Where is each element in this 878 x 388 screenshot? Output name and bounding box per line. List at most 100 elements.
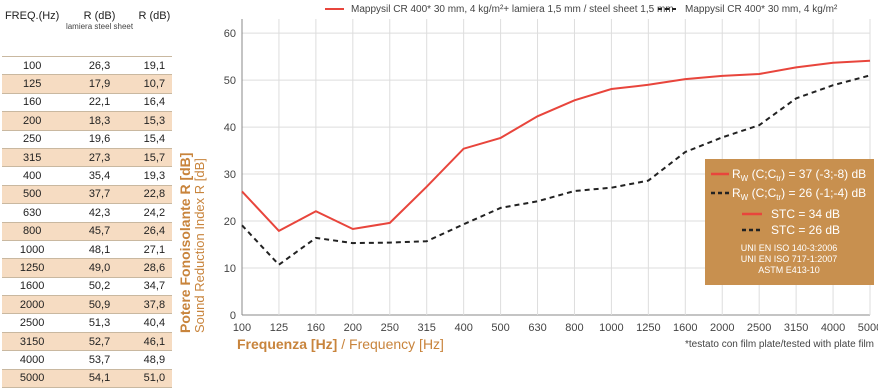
- table-cell-r: 46,1: [136, 331, 172, 351]
- x-tick-label: 4000: [821, 322, 845, 334]
- table-cell-r: 15,4: [136, 129, 172, 149]
- x-axis-title-sep: /: [337, 336, 350, 352]
- table-cell-r-steel: 22,1: [62, 92, 137, 112]
- table-cell-r-steel: 50,2: [62, 276, 137, 296]
- table-cell-r-steel: 48,1: [62, 239, 137, 259]
- info-box-bg: [705, 159, 874, 285]
- table-cell-r-steel: 52,7: [62, 331, 137, 351]
- x-axis-title: Frequenza [Hz] / Frequency [Hz]: [237, 336, 444, 352]
- table-row: 5000 54,1 51,0: [2, 368, 172, 388]
- table-cell-r: 37,8: [136, 295, 172, 314]
- x-tick-label: 5000: [858, 322, 878, 334]
- table-cell-r-steel: 19,6: [62, 129, 137, 149]
- table-cell-r-steel: 51,3: [62, 313, 137, 333]
- table-cell-r-steel: 50,9: [62, 295, 137, 314]
- legend: Mappysil CR 400* 30 mm, 4 kg/m²+ lamiera…: [325, 4, 838, 15]
- table-cell-freq: 1250: [2, 258, 63, 278]
- table-cell-r: 10,7: [136, 74, 172, 94]
- table-cell-r: 40,4: [136, 313, 172, 333]
- table-cell-freq: 5000: [2, 368, 63, 388]
- table-cell-r-steel: 49,0: [62, 258, 137, 278]
- x-tick-label: 125: [270, 322, 288, 334]
- info-rw-1: RW (C;Ctr) = 37 (-3;-8) dB: [732, 167, 866, 183]
- table-row: 2000 50,9 37,8: [2, 295, 172, 314]
- y-tick-label: 30: [224, 169, 236, 181]
- table-cell-freq: 250: [2, 129, 63, 149]
- table-row: 3150 52,7 46,1: [2, 331, 172, 351]
- table-cell-r: 19,3: [136, 166, 172, 186]
- table-row: 400 35,4 19,3: [2, 166, 172, 186]
- info-standard-1: UNI EN ISO 140-3:2006: [741, 243, 838, 253]
- table-cell-r-steel: 54,1: [62, 368, 137, 388]
- x-tick-label: 100: [233, 322, 251, 334]
- x-axis-title-main: Frequenza [Hz]: [237, 336, 338, 352]
- table-cell-freq: 1600: [2, 276, 63, 296]
- table-row: 315 27,3 15,7: [2, 147, 172, 167]
- table-cell-freq: 315: [2, 147, 63, 167]
- y-tick-label: 40: [224, 122, 236, 134]
- y-tick-label: 50: [224, 75, 236, 87]
- info-box: RW (C;Ctr) = 37 (-3;-8) dB RW (C;Ctr) = …: [705, 159, 874, 285]
- x-ticks: 100 125 160 200 250 315 400 500 630 800 1000 1250 16…: [233, 322, 878, 334]
- table-cell-r: 34,7: [136, 276, 172, 296]
- table-row: 1600 50,2 34,7: [2, 276, 172, 296]
- table-cell-freq: 3150: [2, 331, 63, 351]
- table-row: 1000 48,1 27,1: [2, 239, 172, 259]
- table-cell-freq: 4000: [2, 350, 63, 370]
- table-row: 100 26,3 19,1: [2, 55, 172, 75]
- info-rw-2: RW (C;Ctr) = 26 (-1;-4) dB: [732, 186, 866, 202]
- table-row: 4000 53,7 48,9: [2, 350, 172, 370]
- x-tick-label: 1000: [599, 322, 623, 334]
- table-cell-r: 26,4: [136, 221, 172, 241]
- x-tick-label: 3150: [784, 322, 808, 334]
- table-cell-r: 15,3: [136, 111, 172, 131]
- table-cell-freq: 100: [2, 55, 63, 75]
- x-tick-label: 630: [528, 322, 546, 334]
- table-cell-r: 51,0: [136, 368, 172, 388]
- table-cell-r-steel: 18,3: [62, 111, 137, 131]
- x-tick-label: 400: [454, 322, 472, 334]
- table-cell-r: 16,4: [136, 92, 172, 112]
- table-cell-r-steel: 26,3: [62, 55, 137, 75]
- table-row: 125 17,9 10,7: [2, 74, 172, 94]
- x-axis-title-sub: Frequency [Hz]: [349, 336, 444, 352]
- table-cell-r-steel: 27,3: [62, 147, 137, 167]
- x-tick-label: 200: [344, 322, 362, 334]
- x-tick-label: 500: [491, 322, 509, 334]
- table-cell-r: 48,9: [136, 350, 172, 370]
- table-cell-r-steel: 45,7: [62, 221, 137, 241]
- table-cell-r-steel: 42,3: [62, 203, 137, 223]
- table-cell-freq: 800: [2, 221, 63, 241]
- header-sub-steel: lamiera steel sheet: [65, 22, 134, 31]
- col-header-r-steel: R (dB) lamiera steel sheet: [62, 8, 136, 57]
- series-line-base: [241, 74, 871, 267]
- data-table: FREQ.(Hz) R (dB) lamiera steel sheet R (d…: [2, 8, 172, 388]
- x-tick-label: 2500: [747, 322, 771, 334]
- table-cell-r-steel: 37,7: [62, 184, 137, 204]
- col-header-r: R (dB): [138, 10, 171, 22]
- legend-label-base: Mappysil CR 400* 30 mm, 4 kg/m²: [685, 4, 838, 15]
- table-row: 500 37,7 22,8: [2, 184, 172, 204]
- table-body: 100 26,3 19,1 125 17,9 10,7 160 22,1 16,4 200 18,3…: [2, 55, 172, 388]
- info-standard-2: UNI EN ISO 717-1:2007: [741, 254, 838, 264]
- table-cell-freq: 500: [2, 184, 63, 204]
- info-standard-3: ASTM E413-10: [758, 265, 820, 275]
- table-cell-r: 15,7: [136, 147, 172, 167]
- info-stc-2: STC = 26 dB: [771, 223, 840, 237]
- table-cell-r: 19,1: [136, 55, 172, 75]
- table-cell-freq: 160: [2, 92, 63, 112]
- y-axis-title: Potere Fonoisolante R [dB] Sound Reducti…: [177, 153, 207, 333]
- table-row: 800 45,7 26,4: [2, 221, 172, 241]
- table-cell-freq: 1000: [2, 239, 63, 259]
- table-cell-r-steel: 17,9: [62, 74, 137, 94]
- table-row: 200 18,3 15,3: [2, 111, 172, 131]
- x-tick-label: 2000: [710, 322, 734, 334]
- x-tick-label: 250: [381, 322, 399, 334]
- table-cell-r: 27,1: [136, 239, 172, 259]
- table-cell-r: 22,8: [136, 184, 172, 204]
- table-row: 630 42,3 24,2: [2, 203, 172, 223]
- x-tick-label: 315: [418, 322, 436, 334]
- table-cell-r: 28,6: [136, 258, 172, 278]
- table-cell-freq: 2500: [2, 313, 63, 333]
- series-lines: [241, 59, 871, 267]
